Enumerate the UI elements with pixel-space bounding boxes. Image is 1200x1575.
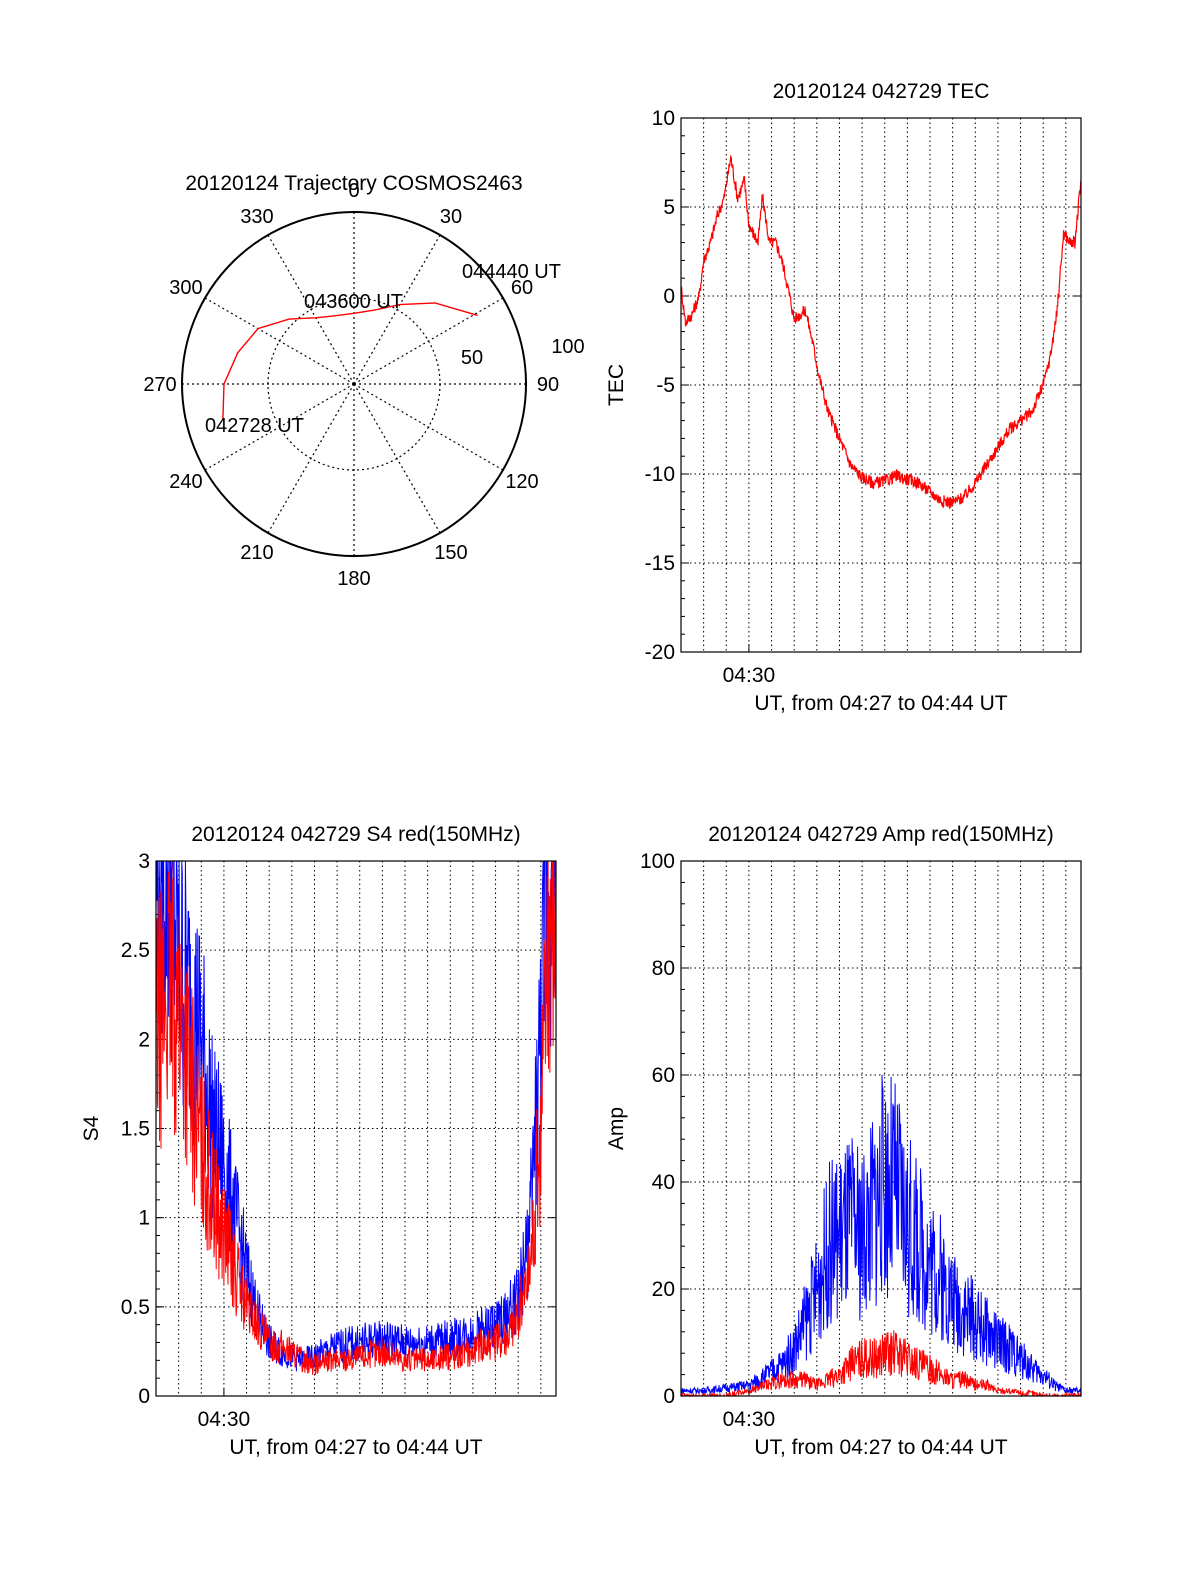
polar-spoke (353, 383, 504, 471)
polar-spoke (267, 234, 355, 385)
y-tick-label: 0.5 (121, 1296, 150, 1319)
polar-spoke (353, 297, 504, 385)
plot-frame (680, 117, 1082, 653)
polar-azimuth-label: 210 (240, 542, 273, 564)
polar-azimuth-labels: 0 30 60 90 120 150 180 210 240 270 300 330 50 100 (143, 180, 584, 590)
polar-title: 20120124 Trajectory COSMOS2463 (185, 172, 522, 195)
y-tick-label: -10 (645, 463, 675, 486)
y-tick-label: 80 (652, 957, 675, 980)
amp-panel: 20120124 042729 Amp red(150MHz) 100 80 60 40… (605, 823, 1082, 1459)
x-axis-label: UT, from 04:27 to 04:44 UT (754, 692, 1007, 715)
polar-azimuth-label: 330 (240, 206, 273, 228)
y-tick-label: -5 (656, 374, 675, 397)
polar-trajectory: 042728 UT 043600 UT 044440 UT (205, 261, 561, 437)
y-tick-label: 2 (138, 1028, 150, 1051)
plot-frame (155, 860, 557, 1397)
panel-title: 20120124 042729 Amp red(150MHz) (708, 823, 1054, 846)
tec-panel: 20120124 042729 TEC 10 5 0 -5 -10 -15 -20 04:30 U… (605, 80, 1082, 715)
y-axis-label: Amp (605, 1107, 628, 1150)
series-line (155, 860, 557, 1376)
y-tick-label: 1 (138, 1207, 150, 1230)
y-tick-label: 10 (652, 107, 675, 130)
trajectory-time-label: 043600 UT (304, 291, 403, 313)
x-axis-label: UT, from 04:27 to 04:44 UT (754, 1436, 1007, 1459)
polar-azimuth-label: 120 (505, 471, 538, 493)
x-tick-label: 04:30 (723, 664, 776, 687)
y-axis-label: S4 (80, 1115, 103, 1141)
polar-spoke (267, 383, 355, 534)
x-tick-label: 04:30 (723, 1408, 776, 1431)
polar-spoke (353, 383, 441, 534)
y-tick-label: 1.5 (121, 1118, 150, 1141)
polar-spoke (204, 383, 355, 471)
polar-spoke (353, 234, 441, 385)
polar-spoke (204, 297, 355, 385)
y-tick-label: 0 (138, 1385, 150, 1408)
trajectory-line (222, 302, 478, 420)
y-tick-label: 100 (640, 850, 675, 873)
y-tick-label: -15 (645, 552, 675, 575)
y-tick-label: 0 (663, 1385, 675, 1408)
plot-frame (680, 860, 1082, 1397)
y-tick-label: 20 (652, 1278, 675, 1301)
y-tick-label: 0 (663, 285, 675, 308)
trajectory-time-label: 042728 UT (205, 415, 304, 437)
trajectory-time-label: 044440 UT (462, 261, 561, 283)
y-tick-label: 2.5 (121, 939, 150, 962)
polar-trajectory-plot: 20120124 Trajectory COSMOS2463 0 30 60 90 12… (143, 172, 584, 590)
series-line (680, 1330, 1082, 1398)
y-tick-label: 5 (663, 196, 675, 219)
polar-azimuth-label: 300 (169, 277, 202, 299)
y-axis-label: TEC (605, 364, 628, 406)
panel-title: 20120124 042729 S4 red(150MHz) (191, 823, 520, 846)
polar-azimuth-label: 180 (337, 568, 370, 590)
polar-azimuth-label: 150 (434, 542, 467, 564)
y-tick-label: 40 (652, 1171, 675, 1194)
polar-azimuth-label: 90 (537, 374, 559, 396)
series-line (680, 154, 1082, 510)
polar-azimuth-label: 30 (440, 206, 462, 228)
y-tick-label: 3 (138, 850, 150, 873)
polar-azimuth-label: 60 (511, 277, 533, 299)
series-line (680, 1075, 1082, 1395)
y-tick-label: -20 (645, 641, 675, 664)
y-tick-label: 60 (652, 1064, 675, 1087)
polar-elevation-label: 50 (461, 347, 483, 369)
polar-azimuth-label: 0 (348, 180, 359, 202)
polar-elevation-label: 100 (551, 336, 584, 358)
panel-title: 20120124 042729 TEC (773, 80, 990, 103)
polar-azimuth-label: 240 (169, 471, 202, 493)
s4-panel: 20120124 042729 S4 red(150MHz) 3 2.5 2 1.5 1 0… (80, 823, 557, 1459)
polar-grid (181, 211, 527, 557)
polar-azimuth-label: 270 (143, 374, 176, 396)
x-tick-label: 04:30 (198, 1408, 251, 1431)
x-axis-label: UT, from 04:27 to 04:44 UT (229, 1436, 482, 1459)
